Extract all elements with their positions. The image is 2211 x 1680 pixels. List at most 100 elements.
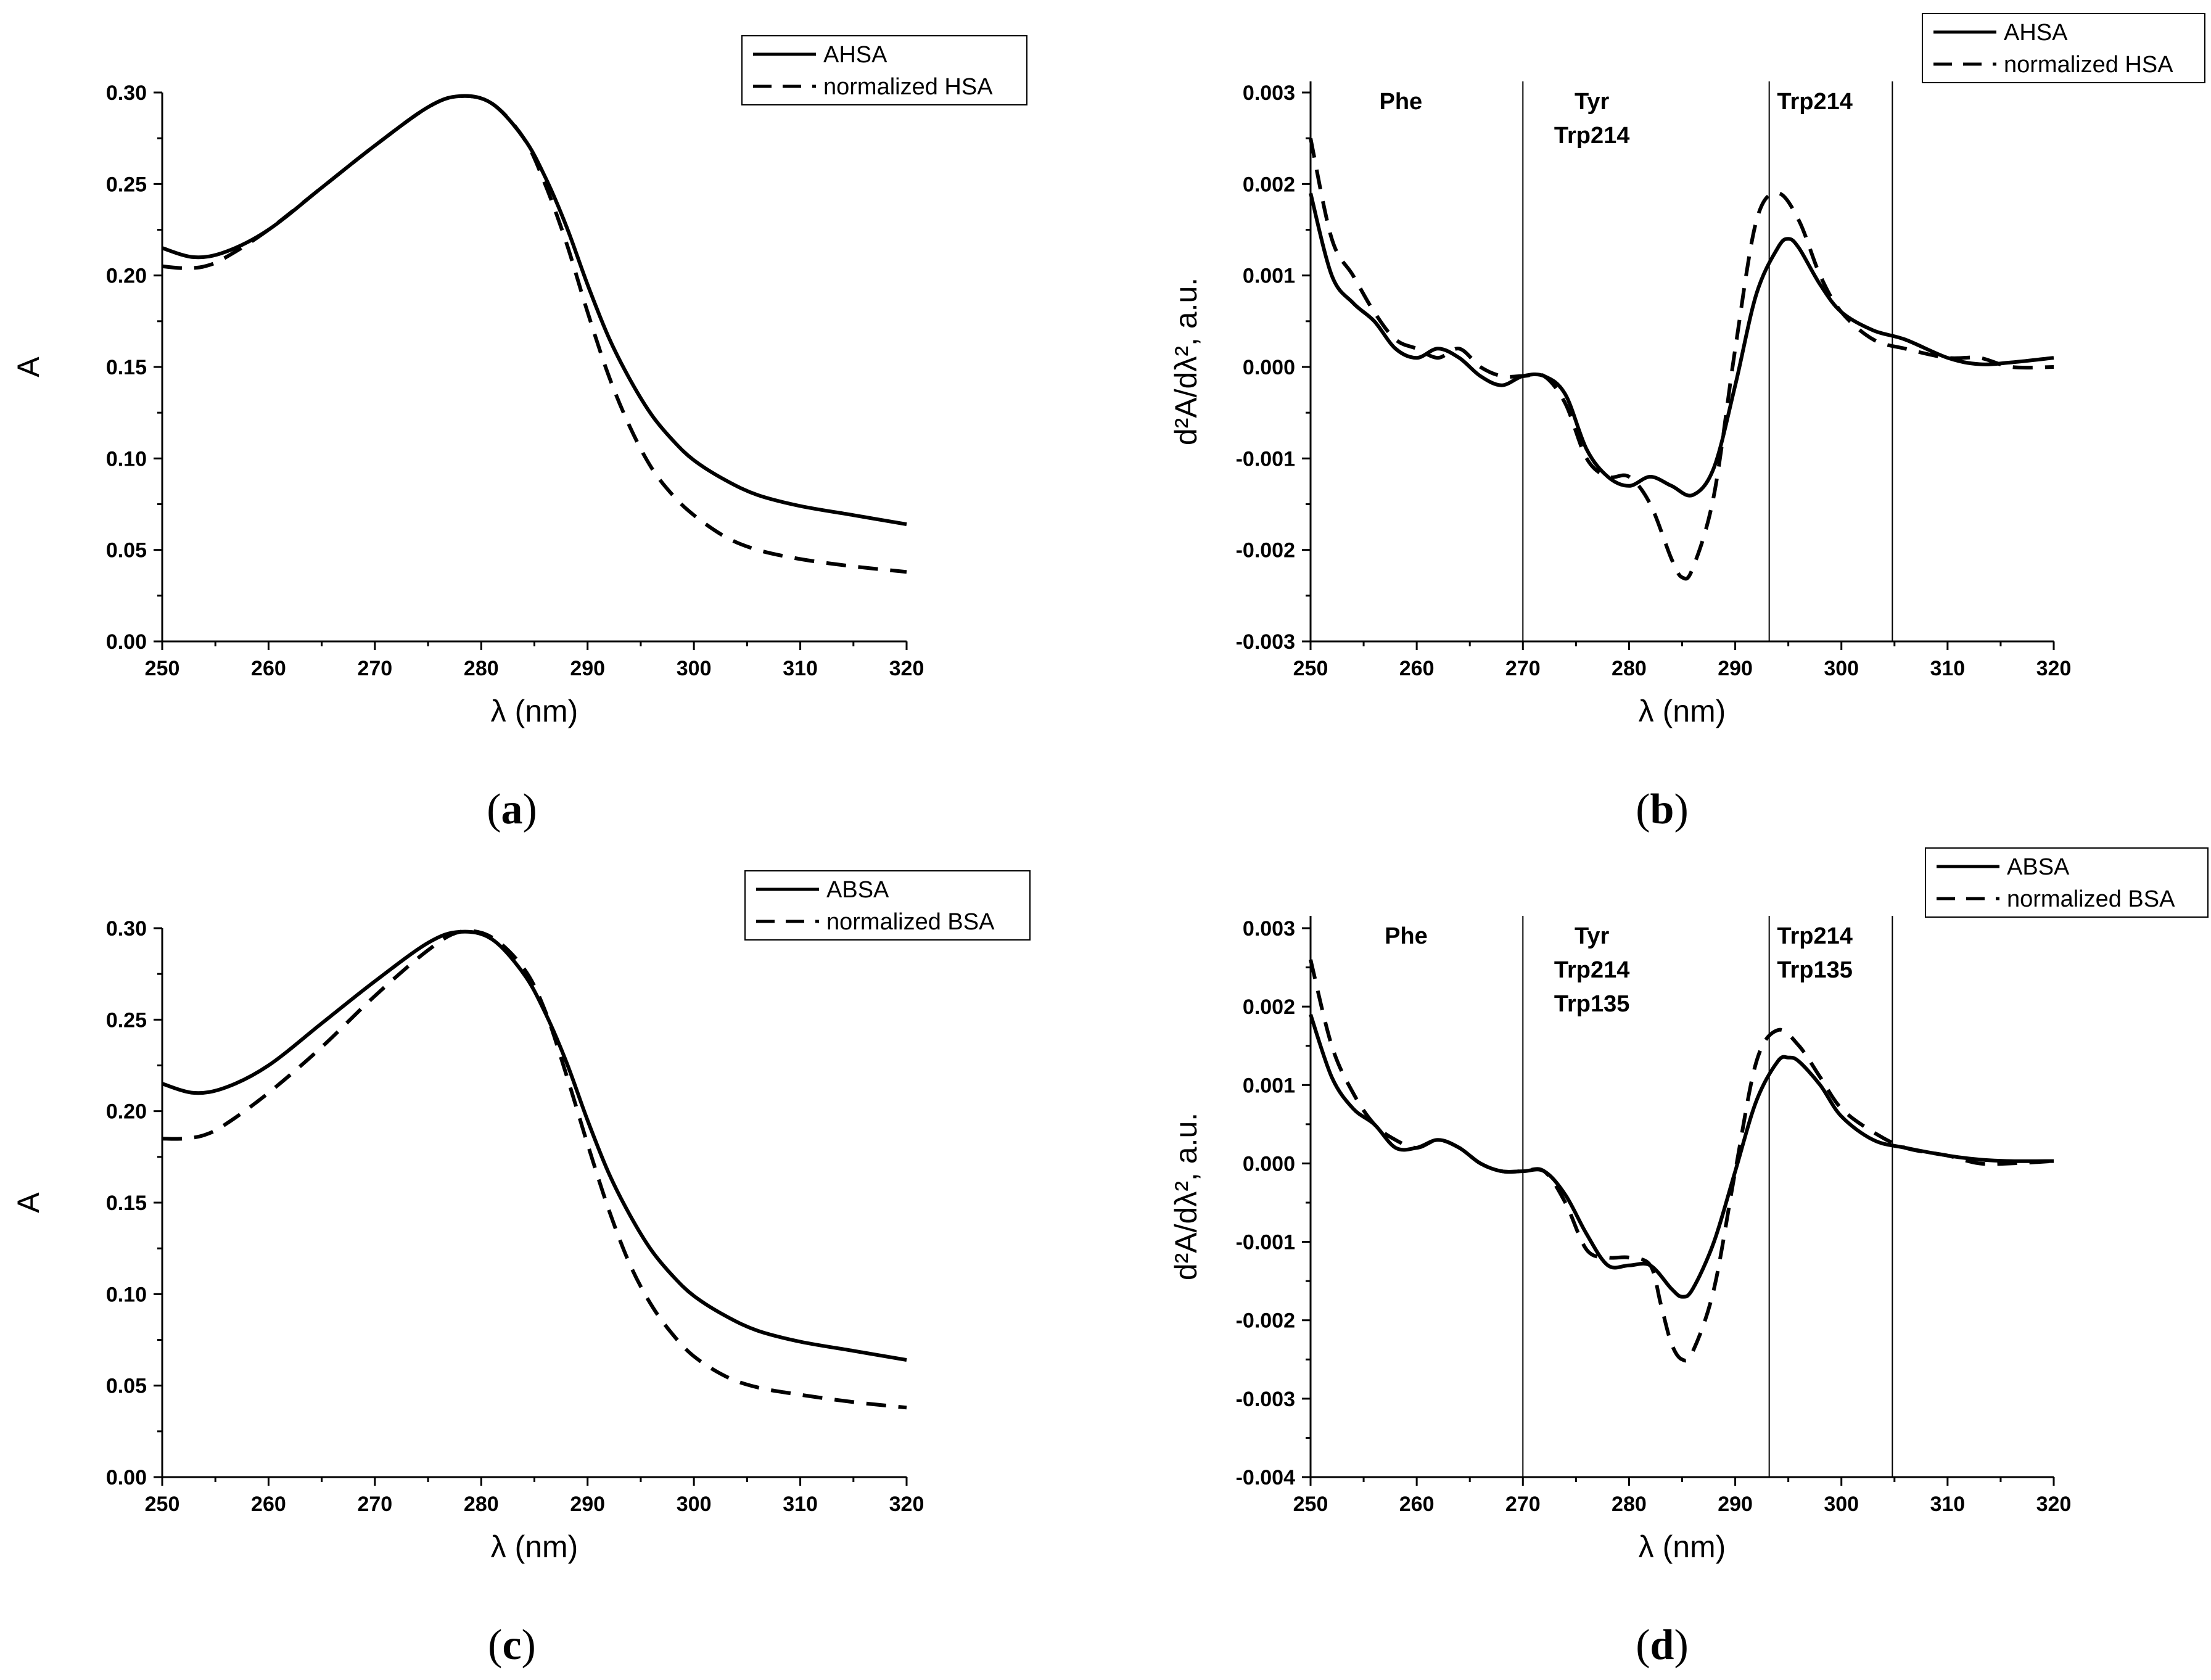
chart-panel-b: 250 260 270 280 290 300 310 320 -0.003 -0.002 -0.0… bbox=[1169, 13, 2205, 833]
x-tick-label: 300 bbox=[677, 657, 712, 680]
series-line-dashed bbox=[162, 929, 907, 1410]
x-tick-label: 270 bbox=[1505, 657, 1541, 680]
series-line-dashed bbox=[1309, 138, 2054, 581]
x-tick-label: 270 bbox=[357, 1493, 392, 1516]
x-tick-label: 320 bbox=[2036, 657, 2072, 680]
y-tick-label: 0.002 bbox=[1243, 995, 1295, 1019]
x-tick-label: 290 bbox=[1718, 1493, 1753, 1516]
region-annotation: Trp135 bbox=[1777, 957, 1853, 983]
legend-box bbox=[741, 35, 1027, 105]
y-tick-label: 0.000 bbox=[1243, 356, 1295, 379]
y-tick-label: 0.10 bbox=[106, 1283, 147, 1306]
y-tick-label: 0.20 bbox=[106, 1100, 147, 1124]
x-tick-label: 290 bbox=[570, 657, 605, 680]
region-annotation: Trp214 bbox=[1777, 923, 1853, 949]
legend-label: normalized HSA bbox=[823, 74, 993, 100]
x-tick-label: 310 bbox=[783, 1493, 818, 1516]
legend-label: ABSA bbox=[826, 877, 889, 903]
x-tick-label: 310 bbox=[1930, 1493, 1965, 1516]
legend: ABSA normalized BSA bbox=[1925, 847, 2209, 918]
x-axis-title: λ (nm) bbox=[491, 694, 578, 728]
chart-panel-d: 250 260 270 280 290 300 310 320 -0.004 -0.003 -0.0… bbox=[1169, 847, 2209, 1669]
legend-box bbox=[744, 870, 1031, 941]
y-tick-label: -0.003 bbox=[1236, 1388, 1295, 1411]
series-line-solid bbox=[162, 929, 907, 1362]
x-axis-title: λ (nm) bbox=[491, 1530, 578, 1564]
x-tick-label: 310 bbox=[1930, 657, 1965, 680]
legend-label: ABSA bbox=[2007, 854, 2070, 880]
series-line-dashed bbox=[162, 94, 907, 574]
x-tick-label: 260 bbox=[251, 657, 286, 680]
x-tick-label: 310 bbox=[783, 657, 818, 680]
legend-label: normalized BSA bbox=[2007, 886, 2175, 912]
x-tick-label: 280 bbox=[464, 1493, 499, 1516]
region-annotation: Trp214 bbox=[1777, 89, 1853, 115]
region-annotation: Trp135 bbox=[1554, 991, 1630, 1017]
y-tick-label: 0.10 bbox=[106, 447, 147, 471]
y-tick-label: 0.001 bbox=[1243, 1074, 1295, 1097]
x-tick-label: 320 bbox=[889, 1493, 924, 1516]
y-tick-label: -0.003 bbox=[1236, 630, 1295, 654]
panel-label: (a) bbox=[487, 786, 537, 833]
x-tick-label: 320 bbox=[2036, 1493, 2072, 1516]
x-axis-title: λ (nm) bbox=[1639, 694, 1726, 728]
legend-box bbox=[1922, 13, 2205, 83]
y-tick-label: 0.002 bbox=[1243, 173, 1295, 196]
x-tick-label: 260 bbox=[1399, 657, 1435, 680]
legend-label: AHSA bbox=[2004, 20, 2068, 46]
y-tick-label: 0.30 bbox=[106, 81, 147, 105]
y-tick-label: 0.003 bbox=[1243, 81, 1295, 105]
x-tick-label: 300 bbox=[1824, 1493, 1859, 1516]
y-axis-title: A bbox=[11, 356, 46, 377]
chart-panel-c: 250 260 270 280 290 300 310 320 0.00 0.05 0.10 0.15… bbox=[11, 870, 1031, 1669]
y-tick-label: 0.05 bbox=[106, 539, 147, 562]
legend-label: normalized BSA bbox=[826, 909, 995, 935]
x-tick-label: 300 bbox=[677, 1493, 712, 1516]
chart-panel-a: 250 260 270 280 290 300 310 320 0.00 0.05 0.10 0.15… bbox=[11, 35, 1027, 833]
legend: AHSA normalized HSA bbox=[1922, 13, 2205, 83]
x-tick-label: 280 bbox=[1612, 657, 1647, 680]
legend: AHSA normalized HSA bbox=[741, 35, 1027, 105]
region-annotation: Tyr bbox=[1575, 923, 1610, 949]
region-annotation: Phe bbox=[1379, 89, 1422, 115]
legend: ABSA normalized BSA bbox=[744, 870, 1031, 941]
x-tick-label: 250 bbox=[145, 657, 180, 680]
region-annotation: Phe bbox=[1385, 923, 1428, 949]
x-tick-label: 250 bbox=[145, 1493, 180, 1516]
x-tick-label: 300 bbox=[1824, 657, 1859, 680]
y-axis-title: d²A/dλ², a.u. bbox=[1169, 278, 1203, 445]
y-tick-label: 0.25 bbox=[106, 1008, 147, 1032]
x-tick-label: 250 bbox=[1293, 1493, 1328, 1516]
y-tick-label: 0.000 bbox=[1243, 1152, 1295, 1176]
y-tick-label: 0.00 bbox=[106, 1466, 147, 1489]
x-tick-label: 280 bbox=[464, 657, 499, 680]
legend-box bbox=[1925, 847, 2209, 918]
x-tick-label: 270 bbox=[1505, 1493, 1541, 1516]
y-tick-label: -0.004 bbox=[1236, 1466, 1295, 1489]
legend-label: AHSA bbox=[823, 42, 887, 68]
x-axis-title: λ (nm) bbox=[1639, 1530, 1726, 1564]
x-tick-label: 260 bbox=[251, 1493, 286, 1516]
x-tick-label: 290 bbox=[1718, 657, 1753, 680]
y-tick-label: 0.15 bbox=[106, 1192, 147, 1215]
series-line-solid bbox=[1309, 192, 2054, 498]
panel-label: (c) bbox=[488, 1621, 536, 1669]
region-annotation: Tyr bbox=[1575, 89, 1610, 115]
y-tick-label: 0.05 bbox=[106, 1375, 147, 1398]
x-tick-label: 260 bbox=[1399, 1493, 1435, 1516]
x-tick-label: 290 bbox=[570, 1493, 605, 1516]
y-tick-label: -0.002 bbox=[1236, 1309, 1295, 1333]
y-tick-label: 0.001 bbox=[1243, 265, 1295, 288]
y-axis-title: d²A/dλ², a.u. bbox=[1169, 1113, 1203, 1280]
y-tick-label: -0.001 bbox=[1236, 1231, 1295, 1254]
legend-label: normalized HSA bbox=[2004, 52, 2173, 78]
y-tick-label: 0.003 bbox=[1243, 917, 1295, 941]
y-tick-label: 0.15 bbox=[106, 356, 147, 379]
x-tick-label: 320 bbox=[889, 657, 924, 680]
y-tick-label: 0.20 bbox=[106, 265, 147, 288]
y-tick-label: 0.25 bbox=[106, 173, 147, 196]
y-tick-label: -0.001 bbox=[1236, 447, 1295, 471]
x-tick-label: 250 bbox=[1293, 657, 1328, 680]
x-tick-label: 270 bbox=[357, 657, 392, 680]
